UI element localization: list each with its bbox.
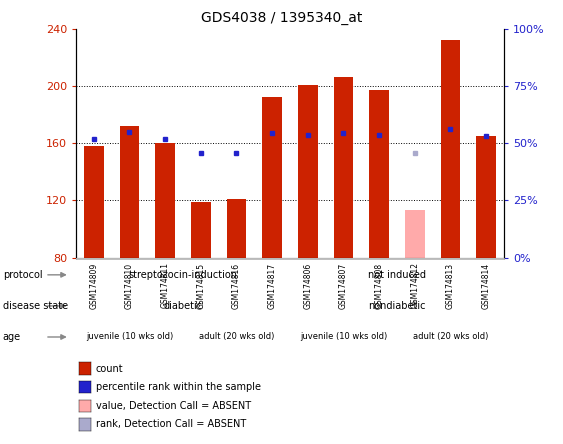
Text: juvenile (10 wks old): juvenile (10 wks old) — [86, 333, 173, 341]
Bar — [369, 90, 389, 258]
Text: protocol: protocol — [3, 270, 42, 280]
Bar — [191, 202, 211, 258]
Text: juvenile (10 wks old): juvenile (10 wks old) — [300, 333, 387, 341]
Text: disease state: disease state — [3, 301, 68, 311]
Bar — [84, 146, 104, 258]
Text: nondiabetic: nondiabetic — [368, 301, 426, 311]
Bar — [334, 77, 353, 258]
Text: percentile rank within the sample: percentile rank within the sample — [96, 382, 261, 392]
Text: adult (20 wks old): adult (20 wks old) — [199, 333, 274, 341]
Bar — [227, 199, 246, 258]
Text: rank, Detection Call = ABSENT: rank, Detection Call = ABSENT — [96, 420, 246, 429]
Text: adult (20 wks old): adult (20 wks old) — [413, 333, 488, 341]
Bar — [120, 126, 139, 258]
Text: not induced: not induced — [368, 270, 426, 280]
Bar — [476, 136, 496, 258]
Bar — [405, 210, 425, 258]
Bar — [298, 85, 318, 258]
Bar — [155, 143, 175, 258]
Bar — [262, 97, 282, 258]
Text: count: count — [96, 364, 123, 373]
Text: streptozocin-induction: streptozocin-induction — [128, 270, 238, 280]
Text: GDS4038 / 1395340_at: GDS4038 / 1395340_at — [201, 11, 362, 25]
Text: age: age — [3, 332, 21, 342]
Bar — [441, 40, 460, 258]
Text: value, Detection Call = ABSENT: value, Detection Call = ABSENT — [96, 401, 251, 411]
Text: diabetic: diabetic — [163, 301, 203, 311]
